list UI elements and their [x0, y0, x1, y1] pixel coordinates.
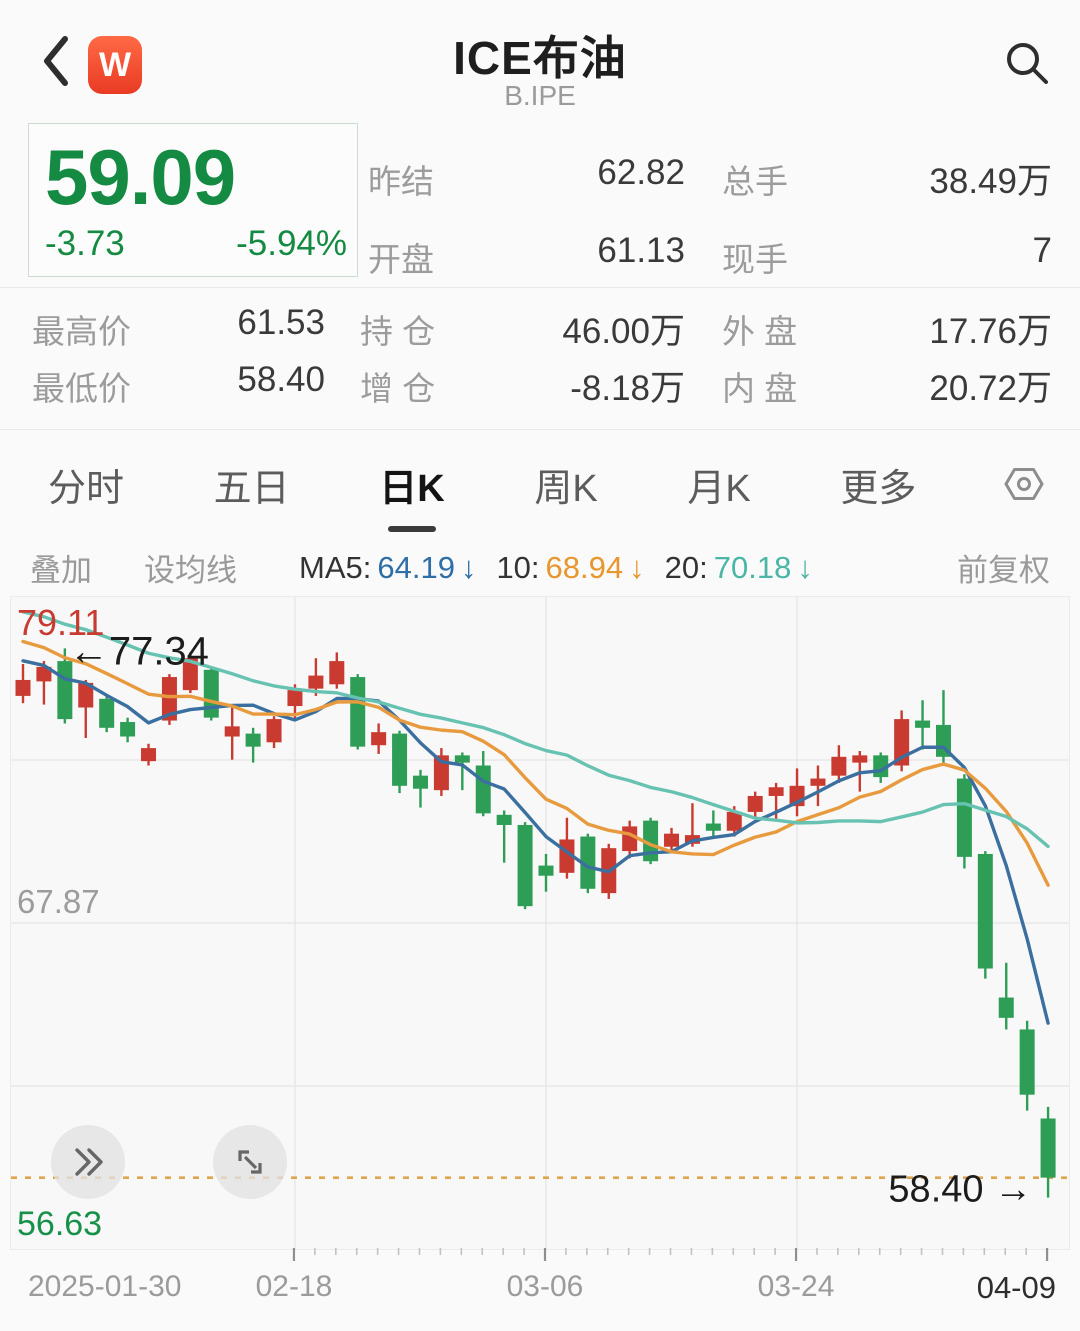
period-tabs: 分时 五日 日K 周K 月K 更多 [0, 429, 1080, 539]
x-axis-label: 2025-01-30 [28, 1270, 182, 1303]
price-change: -3.73 [45, 224, 125, 263]
stat-value: 58.40 [237, 360, 325, 399]
x-axis-label: 03-06 [506, 1270, 584, 1303]
price-box: 59.09 -3.73 -5.94% [28, 123, 358, 277]
svg-text:←77.34: ←77.34 [69, 629, 209, 673]
stat-label: 最低价 [32, 370, 131, 407]
expand-button[interactable] [213, 1125, 287, 1199]
stats-panel: 最高价 61.53 持 仓 46.00万 外 盘 17.76万 最低价 58.4… [0, 287, 1080, 429]
logo-letter: W [98, 45, 132, 84]
x-axis-ticks [292, 1248, 1049, 1261]
double-chevron-right-icon [75, 1148, 103, 1176]
tab-wuri[interactable]: 五日 [213, 467, 290, 510]
adjust-mode-button[interactable]: 前复权 [957, 553, 1050, 588]
ma10-value: 68.94 [545, 549, 624, 585]
ma10-label: 10: [496, 549, 540, 585]
stat-label: 外 盘 [722, 313, 798, 350]
stat-value: 20.72万 [929, 369, 1052, 408]
ma-values: MA5: 64.19 ↓ 10: 68.94 ↓ 20: 70.18 ↓ [299, 550, 813, 586]
stat-value: 46.00万 [562, 312, 685, 351]
expand-arrows-icon [238, 1150, 262, 1174]
field-value: 38.49万 [929, 162, 1052, 201]
wind-app-logo[interactable]: W [88, 36, 142, 94]
ma5-value: 64.19 [377, 549, 455, 585]
field-label: 昨结 [368, 163, 434, 200]
chart-settings-button[interactable] [1002, 464, 1046, 504]
svg-text:79.11: 79.11 [17, 602, 104, 643]
page-title: ICE布油 [453, 32, 627, 84]
ma20-value: 70.18 [713, 549, 792, 585]
tab-fenshi[interactable]: 分时 [48, 467, 125, 510]
overlay-button[interactable]: 叠加 [30, 553, 92, 588]
stat-label: 内 盘 [722, 370, 798, 407]
tab-yuek[interactable]: 月K [687, 467, 751, 510]
divider [0, 287, 1080, 288]
field-label: 总手 [722, 163, 788, 200]
search-icon [1007, 43, 1048, 84]
fast-forward-button[interactable] [51, 1125, 125, 1199]
tab-label: 日K [379, 467, 445, 510]
field-label: 现手 [722, 241, 788, 278]
stat-value: 61.53 [237, 303, 325, 342]
ma5-label: MA5: [299, 549, 372, 585]
symbol-code: B.IPE [504, 80, 576, 111]
field-label: 开盘 [368, 241, 434, 278]
search-button[interactable] [1002, 38, 1052, 88]
tab-rik[interactable]: 日K [375, 443, 448, 532]
field-value: 61.13 [597, 231, 685, 270]
active-tab-underline [388, 525, 436, 532]
header: W ICE布油 B.IPE [0, 0, 1080, 115]
settings-hexagon-icon [1004, 468, 1044, 500]
ma5-down-arrow-icon: ↓ [460, 549, 477, 585]
x-axis-label: 03-24 [757, 1270, 835, 1303]
divider [0, 429, 1080, 430]
stat-label: 增 仓 [360, 370, 436, 407]
candlestick-chart[interactable]: 79.11 67.87 56.63 ←77.34 58.40 → [10, 596, 1070, 1250]
svg-text:56.63: 56.63 [17, 1205, 102, 1243]
tab-gengduo[interactable]: 更多 [840, 467, 917, 510]
x-axis: 2025-01-30 02-18 03-06 03-24 04-09 [10, 1248, 1068, 1331]
ma10-down-arrow-icon: ↓ [629, 549, 645, 585]
stat-value: -8.18万 [570, 369, 685, 408]
stat-label: 最高价 [32, 313, 131, 350]
x-axis-label: 04-09 [976, 1270, 1056, 1305]
tab-zhouk[interactable]: 周K [534, 467, 598, 510]
x-axis-label: 02-18 [255, 1270, 333, 1303]
ma-toolbar: 叠加 设均线 MA5: 64.19 ↓ 10: 68.94 ↓ 20: 70.18 ↓ 前复… [0, 539, 1080, 596]
stat-value: 17.76万 [929, 312, 1052, 351]
quote-panel: 59.09 -3.73 -5.94% 昨结 62.82 总手 38.49万 开盘… [0, 115, 1080, 287]
chart-canvas: 79.11 67.87 56.63 ←77.34 58.40 → [11, 597, 1069, 1249]
svg-text:58.40 →: 58.40 → [888, 1169, 1032, 1211]
stat-label: 持 仓 [360, 313, 436, 350]
chevron-left-icon [44, 36, 68, 86]
back-button[interactable] [38, 34, 74, 88]
field-value: 62.82 [597, 153, 685, 192]
field-value: 7 [1032, 231, 1052, 270]
set-ma-button[interactable]: 设均线 [144, 553, 237, 588]
price-change-pct: -5.94% [236, 224, 347, 263]
ma20-label: 20: [664, 549, 708, 585]
svg-text:67.87: 67.87 [17, 883, 100, 920]
ma20-down-arrow-icon: ↓ [797, 549, 813, 585]
last-price: 59.09 [45, 133, 236, 221]
